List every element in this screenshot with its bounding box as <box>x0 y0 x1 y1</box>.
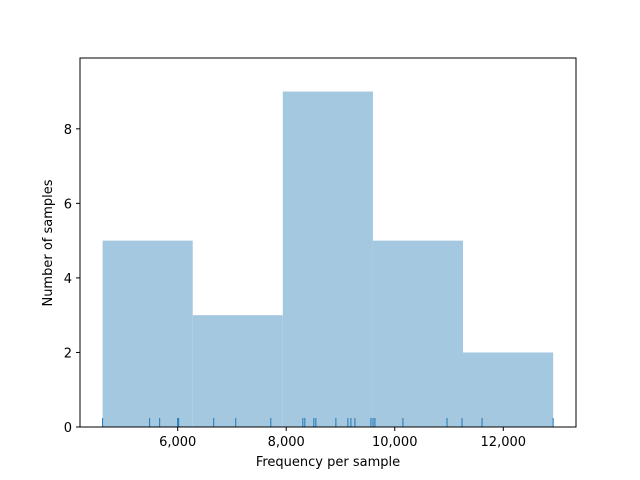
y-axis-label: Number of samples <box>41 179 56 306</box>
x-tick-label: 12,000 <box>481 435 527 450</box>
bar <box>192 315 283 427</box>
bar <box>102 240 193 427</box>
y-tick-label: 0 <box>64 421 72 436</box>
x-tick-label: 10,000 <box>372 435 418 450</box>
y-tick-label: 4 <box>64 272 72 287</box>
y-tick-label: 8 <box>64 123 72 138</box>
x-tick-label: 6,000 <box>159 435 196 450</box>
plot-frame <box>79 57 577 428</box>
x-axis-label: Frequency per sample <box>256 455 400 470</box>
x-tick-label: 8,000 <box>268 435 305 450</box>
y-tick-label: 6 <box>64 197 72 212</box>
y-tick-label: 2 <box>64 346 72 361</box>
bar <box>282 91 373 427</box>
bar <box>463 352 554 427</box>
bar <box>372 240 464 427</box>
